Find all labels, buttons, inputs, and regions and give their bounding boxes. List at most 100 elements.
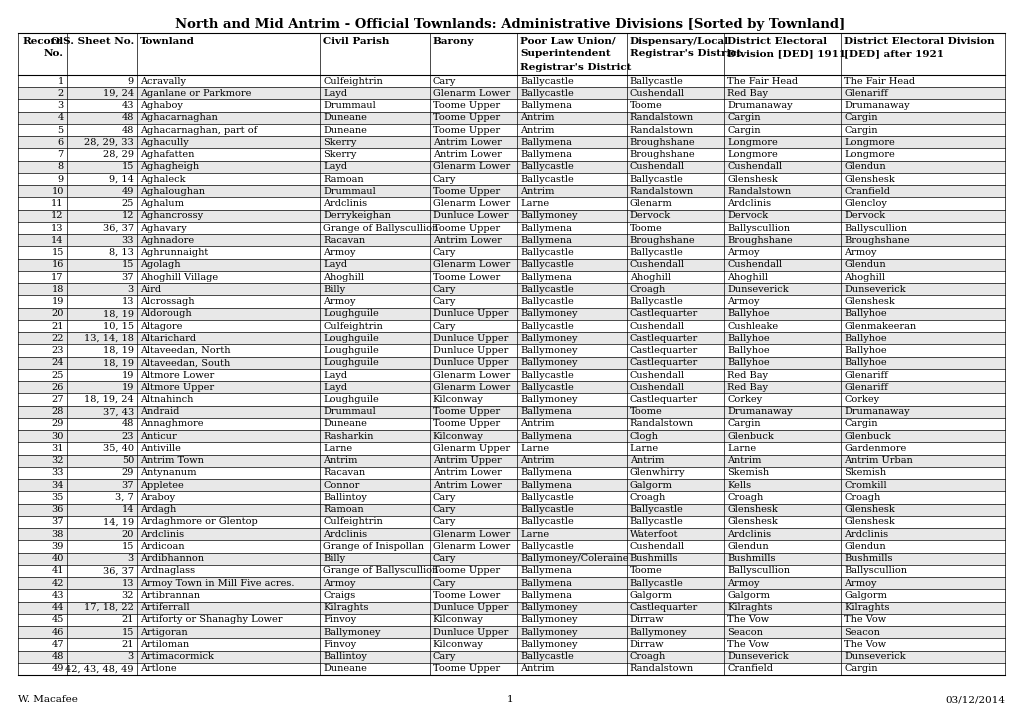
Text: Ballycastle: Ballycastle xyxy=(520,542,574,551)
Text: Castlequarter: Castlequarter xyxy=(629,334,697,342)
Text: Dirraw: Dirraw xyxy=(629,616,663,624)
Text: Ballycastle: Ballycastle xyxy=(520,260,574,270)
Text: Toome Upper: Toome Upper xyxy=(432,113,499,123)
Text: Ballycastle: Ballycastle xyxy=(520,89,574,98)
Bar xyxy=(18,198,1004,210)
Text: Dunseverick: Dunseverick xyxy=(844,652,905,661)
Text: Ballycastle: Ballycastle xyxy=(520,518,574,526)
Text: Altnahinch: Altnahinch xyxy=(140,395,194,404)
Bar xyxy=(18,320,1004,332)
Text: Annaghmore: Annaghmore xyxy=(140,420,203,428)
Text: Armoy: Armoy xyxy=(323,248,356,257)
Text: Larne: Larne xyxy=(323,444,353,453)
Text: 13: 13 xyxy=(51,224,64,233)
Text: Dunluce Upper: Dunluce Upper xyxy=(432,358,507,367)
Text: Aganlane or Parkmore: Aganlane or Parkmore xyxy=(140,89,251,98)
Text: Drumanaway: Drumanaway xyxy=(727,101,792,110)
Bar xyxy=(18,345,1004,357)
Text: Croagh: Croagh xyxy=(629,285,665,293)
Text: District Electoral: District Electoral xyxy=(727,37,826,45)
Text: Ballycastle: Ballycastle xyxy=(520,322,574,330)
Text: Red Bay: Red Bay xyxy=(727,89,767,98)
Text: Cary: Cary xyxy=(432,518,455,526)
Text: 12: 12 xyxy=(121,211,133,221)
Text: Civil Parish: Civil Parish xyxy=(323,37,389,45)
Text: 36, 37: 36, 37 xyxy=(103,567,133,575)
Text: 43: 43 xyxy=(121,101,133,110)
Text: Ballycastle: Ballycastle xyxy=(629,76,683,86)
Text: 37: 37 xyxy=(121,481,133,490)
Text: Layd: Layd xyxy=(323,260,347,270)
Text: Croagh: Croagh xyxy=(727,493,762,502)
Text: 17: 17 xyxy=(51,273,64,281)
Text: Kilconway: Kilconway xyxy=(432,395,483,404)
Text: Bushmills: Bushmills xyxy=(844,554,892,563)
Text: Kells: Kells xyxy=(727,481,751,490)
Text: Ballymoney: Ballymoney xyxy=(323,628,380,637)
Text: Cushendall: Cushendall xyxy=(629,371,684,379)
Text: Andraid: Andraid xyxy=(140,407,179,416)
Text: Ballycastle: Ballycastle xyxy=(629,174,683,184)
Text: Ballycastle: Ballycastle xyxy=(520,493,574,502)
Text: Layd: Layd xyxy=(323,162,347,172)
Text: Aghacarnaghan: Aghacarnaghan xyxy=(140,113,217,123)
Text: Ballymena: Ballymena xyxy=(520,138,572,147)
Text: Finvoy: Finvoy xyxy=(323,640,356,649)
Text: Ballymena: Ballymena xyxy=(520,273,572,281)
Text: 1: 1 xyxy=(506,696,513,704)
Text: Ramoan: Ramoan xyxy=(323,505,364,514)
Text: Ballyhoe: Ballyhoe xyxy=(727,346,769,355)
Text: 3, 7: 3, 7 xyxy=(115,493,133,502)
Text: Ballymena: Ballymena xyxy=(520,432,572,441)
Text: Castlequarter: Castlequarter xyxy=(629,603,697,612)
Text: Longmore: Longmore xyxy=(727,138,777,147)
Text: Glendun: Glendun xyxy=(844,542,884,551)
Text: 41: 41 xyxy=(51,567,64,575)
Text: Ballycastle: Ballycastle xyxy=(520,371,574,379)
Text: Dunseverick: Dunseverick xyxy=(727,652,788,661)
Text: 47: 47 xyxy=(51,640,64,649)
Text: Artimacormick: Artimacormick xyxy=(140,652,214,661)
Text: Glenarm Lower: Glenarm Lower xyxy=(432,199,510,208)
Text: Cary: Cary xyxy=(432,285,455,293)
Bar xyxy=(18,479,1004,491)
Text: Longmore: Longmore xyxy=(844,150,894,159)
Text: Ballymoney/Coleraine: Ballymoney/Coleraine xyxy=(520,554,629,563)
Text: Layd: Layd xyxy=(323,383,347,392)
Text: Cushendall: Cushendall xyxy=(727,260,782,270)
Text: Finvoy: Finvoy xyxy=(323,616,356,624)
Text: Ballycastle: Ballycastle xyxy=(629,297,683,306)
Text: Ahoghill: Ahoghill xyxy=(323,273,364,281)
Text: Cary: Cary xyxy=(432,493,455,502)
Text: Cushendall: Cushendall xyxy=(629,322,684,330)
Text: 18, 19: 18, 19 xyxy=(103,358,133,367)
Text: Ardnaglass: Ardnaglass xyxy=(140,567,195,575)
Text: Toome Upper: Toome Upper xyxy=(432,420,499,428)
Text: Glenbuck: Glenbuck xyxy=(844,432,890,441)
Text: Drummaul: Drummaul xyxy=(323,407,376,416)
Text: Loughguile: Loughguile xyxy=(323,334,379,342)
Text: Ardclinis: Ardclinis xyxy=(727,199,770,208)
Text: 14: 14 xyxy=(121,505,133,514)
Text: Ardclinis: Ardclinis xyxy=(727,530,770,539)
Text: 21: 21 xyxy=(121,616,133,624)
Text: Ballymoney: Ballymoney xyxy=(520,603,578,612)
Text: Ballymena: Ballymena xyxy=(520,481,572,490)
Text: Armoy: Armoy xyxy=(323,297,356,306)
Text: Ballymoney: Ballymoney xyxy=(520,628,578,637)
Text: 42, 43, 48, 49: 42, 43, 48, 49 xyxy=(65,664,133,673)
Text: 20: 20 xyxy=(121,530,133,539)
Text: Layd: Layd xyxy=(323,89,347,98)
Text: 23: 23 xyxy=(51,346,64,355)
Bar xyxy=(18,650,1004,663)
Text: Antrim Lower: Antrim Lower xyxy=(432,469,501,477)
Text: Croagh: Croagh xyxy=(844,493,879,502)
Text: 3: 3 xyxy=(127,652,133,661)
Text: Cromkill: Cromkill xyxy=(844,481,886,490)
Text: 19: 19 xyxy=(51,297,64,306)
Bar xyxy=(18,87,1004,99)
Text: The Fair Head: The Fair Head xyxy=(727,76,798,86)
Text: Cargin: Cargin xyxy=(844,113,876,123)
Text: 37: 37 xyxy=(121,273,133,281)
Text: Armoy: Armoy xyxy=(727,248,759,257)
